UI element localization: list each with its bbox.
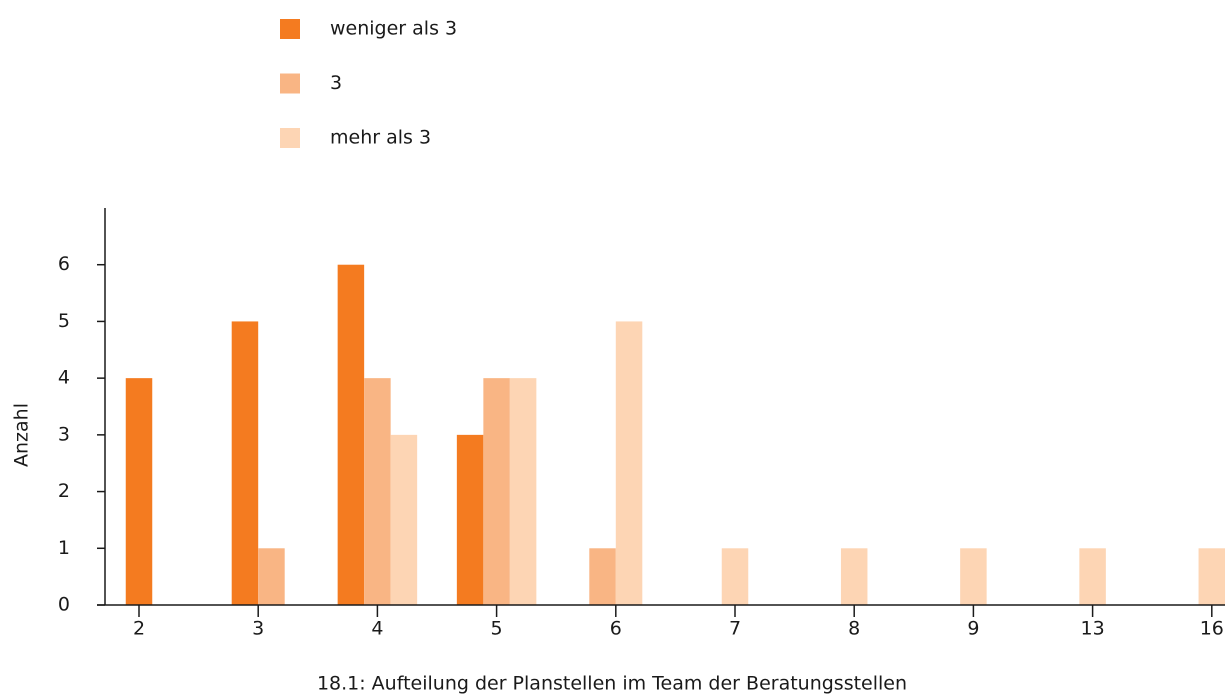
legend-swatch <box>280 19 300 39</box>
y-tick-label: 6 <box>58 253 70 275</box>
chart-title: 18.1: Aufteilung der Planstellen im Team… <box>317 673 907 695</box>
legend-swatch <box>280 73 300 94</box>
bar <box>509 378 537 605</box>
bar <box>456 434 484 605</box>
legend-label: 3 <box>330 72 342 94</box>
bar <box>364 378 391 605</box>
x-tick-label: 13 <box>1081 618 1105 640</box>
y-axis-label: Anzahl <box>11 403 33 467</box>
y-tick-label: 3 <box>58 423 70 445</box>
bar <box>1198 548 1225 605</box>
bar <box>258 548 285 605</box>
bar <box>337 264 365 605</box>
bar <box>960 548 987 605</box>
bar <box>483 378 510 605</box>
bar <box>840 548 868 605</box>
x-tick-label: 9 <box>967 618 979 640</box>
x-tick-label: 16 <box>1200 618 1224 640</box>
bar <box>1079 548 1106 605</box>
bar <box>615 321 643 605</box>
bar <box>231 321 259 605</box>
x-tick-label: 4 <box>371 618 383 640</box>
y-tick-label: 1 <box>58 537 70 559</box>
y-tick-label: 5 <box>58 310 70 332</box>
bar <box>390 434 418 605</box>
bar <box>721 548 749 605</box>
bar <box>589 548 616 605</box>
x-tick-label: 2 <box>133 618 145 640</box>
y-tick-label: 0 <box>58 594 70 616</box>
x-tick-label: 5 <box>491 618 503 640</box>
x-tick-label: 7 <box>729 618 741 640</box>
bar <box>125 378 153 605</box>
y-tick-label: 2 <box>58 480 70 502</box>
legend-label: weniger als 3 <box>330 18 457 40</box>
legend-swatch <box>280 128 300 148</box>
y-tick-label: 4 <box>58 367 70 389</box>
x-tick-label: 3 <box>252 618 264 640</box>
legend-label: mehr als 3 <box>330 127 431 149</box>
x-tick-label: 8 <box>848 618 860 640</box>
x-tick-label: 6 <box>610 618 622 640</box>
